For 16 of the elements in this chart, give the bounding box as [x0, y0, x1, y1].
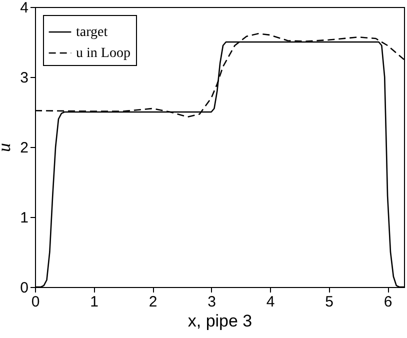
y-axis-title: u — [0, 143, 14, 152]
y-tick-label: 0 — [20, 280, 28, 296]
x-tick-label: 0 — [31, 294, 40, 310]
y-tick-label: 1 — [20, 210, 28, 226]
y-tick-label: 4 — [20, 0, 28, 16]
y-tick-label: 3 — [20, 70, 28, 86]
x-tick-label: 3 — [208, 294, 216, 310]
x-axis-title: x, pipe 3 — [188, 312, 252, 330]
legend-label: u in Loop — [76, 46, 130, 61]
x-tick-label: 1 — [90, 294, 98, 310]
legend-label: target — [76, 25, 108, 40]
x-tick-label: 5 — [325, 294, 334, 310]
x-tick-label: 2 — [148, 294, 158, 310]
x-tick-label: 6 — [384, 294, 392, 310]
y-tick-label: 2 — [20, 140, 28, 156]
x-tick-label: 4 — [266, 294, 275, 310]
